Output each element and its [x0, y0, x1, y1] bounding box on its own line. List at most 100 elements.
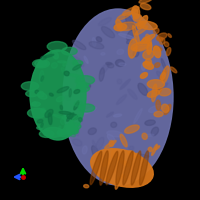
- Ellipse shape: [143, 62, 153, 69]
- Ellipse shape: [142, 133, 147, 139]
- Ellipse shape: [149, 105, 162, 112]
- Ellipse shape: [156, 88, 162, 94]
- Ellipse shape: [65, 95, 70, 101]
- Ellipse shape: [92, 146, 100, 162]
- Ellipse shape: [64, 125, 69, 130]
- Ellipse shape: [148, 147, 152, 152]
- Ellipse shape: [58, 126, 61, 132]
- Ellipse shape: [72, 40, 86, 50]
- Ellipse shape: [32, 102, 36, 106]
- Ellipse shape: [90, 151, 102, 185]
- Ellipse shape: [58, 61, 66, 63]
- Ellipse shape: [155, 146, 160, 150]
- Ellipse shape: [143, 37, 150, 44]
- Ellipse shape: [138, 16, 148, 29]
- Ellipse shape: [140, 73, 147, 78]
- Ellipse shape: [122, 7, 139, 15]
- Ellipse shape: [163, 70, 166, 74]
- Ellipse shape: [162, 66, 169, 83]
- Ellipse shape: [41, 56, 46, 60]
- Ellipse shape: [74, 90, 80, 94]
- Ellipse shape: [114, 114, 122, 117]
- Ellipse shape: [21, 82, 39, 90]
- Ellipse shape: [156, 100, 161, 110]
- Ellipse shape: [41, 108, 45, 113]
- Ellipse shape: [70, 78, 81, 82]
- Ellipse shape: [134, 108, 142, 123]
- Ellipse shape: [57, 87, 69, 93]
- Ellipse shape: [98, 18, 111, 26]
- Ellipse shape: [73, 56, 84, 67]
- Ellipse shape: [38, 91, 44, 97]
- Ellipse shape: [116, 151, 124, 185]
- Ellipse shape: [115, 161, 128, 170]
- Ellipse shape: [88, 128, 96, 135]
- Ellipse shape: [166, 48, 171, 56]
- Ellipse shape: [128, 89, 137, 99]
- Ellipse shape: [151, 127, 159, 136]
- Ellipse shape: [45, 109, 53, 117]
- Ellipse shape: [63, 126, 79, 133]
- Ellipse shape: [156, 37, 163, 41]
- Ellipse shape: [116, 20, 122, 28]
- Ellipse shape: [92, 140, 96, 149]
- Ellipse shape: [52, 51, 58, 59]
- Ellipse shape: [103, 158, 110, 166]
- Ellipse shape: [117, 158, 129, 166]
- Ellipse shape: [106, 62, 112, 65]
- Ellipse shape: [140, 34, 155, 44]
- Ellipse shape: [160, 76, 165, 81]
- Ellipse shape: [111, 149, 117, 159]
- Ellipse shape: [63, 9, 173, 185]
- Ellipse shape: [59, 111, 71, 114]
- Ellipse shape: [82, 146, 87, 154]
- Ellipse shape: [49, 93, 53, 96]
- Ellipse shape: [125, 125, 139, 133]
- Ellipse shape: [140, 3, 151, 10]
- Ellipse shape: [84, 185, 89, 188]
- Ellipse shape: [74, 101, 82, 106]
- Ellipse shape: [146, 34, 151, 46]
- Ellipse shape: [154, 111, 163, 117]
- Ellipse shape: [41, 76, 44, 81]
- Ellipse shape: [159, 88, 171, 96]
- Ellipse shape: [120, 79, 130, 89]
- Ellipse shape: [126, 25, 131, 28]
- Ellipse shape: [57, 130, 68, 135]
- Ellipse shape: [73, 60, 83, 65]
- Ellipse shape: [139, 21, 157, 30]
- Ellipse shape: [160, 38, 165, 44]
- Ellipse shape: [128, 39, 137, 58]
- Ellipse shape: [147, 90, 159, 97]
- Ellipse shape: [67, 131, 75, 137]
- Ellipse shape: [132, 9, 138, 15]
- Ellipse shape: [145, 120, 155, 125]
- Ellipse shape: [26, 91, 38, 97]
- Ellipse shape: [114, 24, 119, 34]
- Ellipse shape: [145, 59, 151, 65]
- Ellipse shape: [39, 130, 54, 137]
- Ellipse shape: [37, 92, 47, 99]
- Ellipse shape: [120, 134, 127, 147]
- Ellipse shape: [111, 122, 117, 127]
- Ellipse shape: [70, 74, 82, 78]
- Ellipse shape: [48, 113, 52, 125]
- Ellipse shape: [37, 120, 43, 123]
- Ellipse shape: [66, 123, 81, 130]
- Ellipse shape: [140, 151, 148, 185]
- Ellipse shape: [44, 54, 54, 58]
- Ellipse shape: [131, 154, 149, 158]
- Ellipse shape: [123, 22, 135, 30]
- Ellipse shape: [133, 14, 141, 21]
- Ellipse shape: [28, 108, 47, 118]
- Ellipse shape: [153, 28, 159, 34]
- Ellipse shape: [106, 151, 118, 185]
- Ellipse shape: [102, 177, 109, 181]
- Ellipse shape: [170, 67, 177, 73]
- Ellipse shape: [99, 68, 104, 81]
- Ellipse shape: [56, 96, 64, 102]
- Ellipse shape: [35, 90, 39, 93]
- Ellipse shape: [91, 149, 153, 187]
- Ellipse shape: [39, 70, 44, 83]
- Ellipse shape: [100, 63, 109, 74]
